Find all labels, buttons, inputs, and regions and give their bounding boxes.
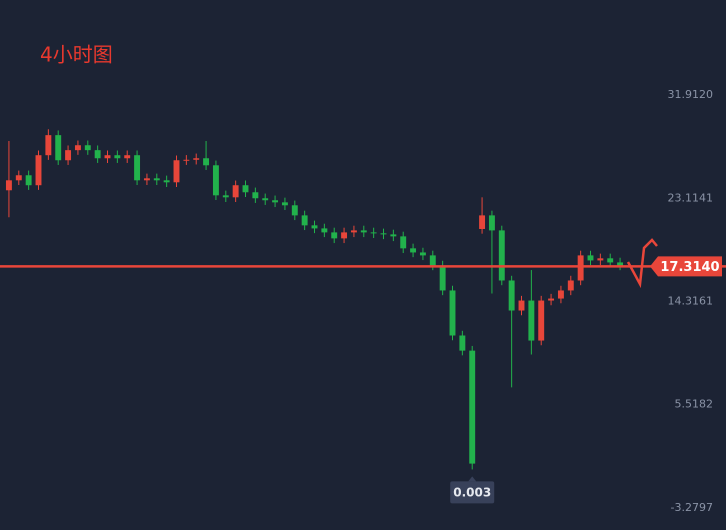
annotation-label: 0.003 — [453, 485, 491, 499]
candle-body — [587, 255, 594, 261]
candle-body — [15, 175, 22, 181]
candle-body — [173, 160, 180, 183]
candle-body — [548, 298, 555, 301]
candle-body — [143, 178, 150, 181]
candle-body — [232, 185, 239, 198]
candle-body — [212, 165, 219, 196]
candle-body — [124, 155, 131, 159]
candle-body — [74, 145, 81, 151]
chart-title: 4小时图 — [40, 43, 113, 67]
candle-body — [114, 155, 121, 159]
candle-body — [419, 252, 426, 256]
candle-body — [272, 200, 279, 203]
candle-body — [410, 248, 417, 253]
candle-body — [193, 158, 200, 160]
last-price-tag — [650, 256, 722, 277]
candle-body — [262, 198, 269, 201]
candle-body — [597, 258, 604, 261]
candle-body — [370, 232, 377, 234]
candle-body — [291, 205, 298, 216]
candle-body — [281, 202, 288, 206]
candle-body — [400, 236, 407, 249]
candle-body — [360, 230, 367, 233]
candle-body — [557, 290, 564, 299]
candle-body — [528, 300, 535, 341]
y-tick-label: 5.5182 — [675, 398, 714, 411]
candle-body — [488, 215, 495, 231]
candle-body — [449, 290, 456, 336]
candle-body — [242, 185, 249, 193]
candle-body — [429, 255, 436, 266]
last-price-label: 17.3140 — [660, 260, 719, 275]
trend-arrow — [626, 238, 658, 289]
candle-body — [508, 280, 515, 311]
annotation-box — [450, 481, 495, 504]
candle-body — [183, 159, 190, 161]
annotation-pointer — [468, 476, 477, 482]
candle-body — [65, 150, 72, 161]
candle-body — [134, 155, 141, 181]
candle-body — [321, 228, 328, 233]
candle-body — [380, 233, 387, 235]
candle-body — [331, 232, 338, 239]
candle-body — [469, 350, 476, 464]
candle-body — [479, 215, 486, 229]
candle-body — [84, 145, 91, 151]
candle-body — [252, 192, 259, 199]
candle-body — [153, 178, 160, 181]
candle-body — [94, 150, 101, 159]
candle-body — [498, 230, 505, 281]
candle-body — [55, 135, 62, 161]
candle-body — [25, 175, 32, 186]
y-tick-label: -3.2797 — [671, 501, 713, 514]
candle-body — [607, 258, 614, 263]
candle-body — [567, 280, 574, 291]
candle-body — [518, 300, 525, 311]
candle-body — [538, 300, 545, 341]
plot-area: 31.9120 23.1141 14.3161 5.5182 -3.2797 0.003 — [5, 88, 714, 514]
candle-body — [301, 215, 308, 226]
candle-body — [163, 180, 170, 183]
candle-body — [459, 335, 466, 351]
candle-body — [617, 262, 624, 267]
candle-body — [341, 232, 348, 239]
y-tick-label: 31.9120 — [668, 88, 714, 101]
candle-body — [35, 155, 42, 186]
candle-body — [45, 135, 52, 156]
candle-body — [311, 225, 318, 229]
candle-body — [577, 255, 584, 281]
y-tick-label: 14.3161 — [668, 295, 714, 308]
candle-body — [390, 234, 397, 237]
y-tick-label: 23.1141 — [668, 191, 714, 204]
candle-body — [104, 155, 111, 159]
candle-body — [222, 195, 229, 198]
candle-body — [439, 265, 446, 291]
candle-body — [5, 180, 12, 191]
candle-body — [350, 230, 357, 233]
candle-body — [203, 158, 210, 166]
